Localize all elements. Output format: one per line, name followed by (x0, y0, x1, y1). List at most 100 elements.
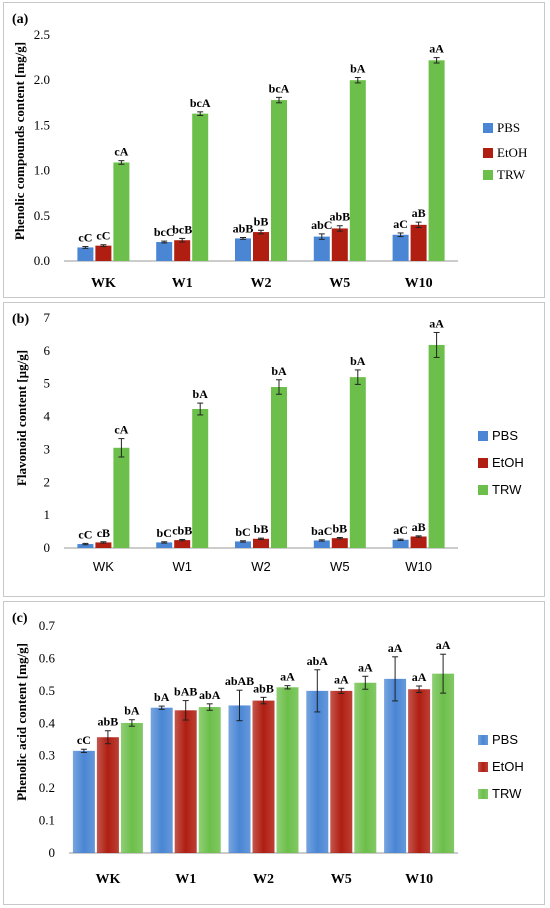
chart-c-bar-trw (120, 722, 143, 853)
chart-a-legend-swatch-pbs (483, 123, 493, 133)
chart-a-legend-swatch-etoh (483, 148, 493, 158)
chart-c-legend-swatch-etoh (478, 762, 488, 772)
chart-c-data-label: cC (77, 733, 91, 747)
chart-c-y-tick-label: 0.3 (39, 748, 55, 763)
chart-b-bar-etoh (410, 536, 427, 548)
chart-c-bar-pbs (306, 690, 329, 853)
chart-b-bar-pbs (392, 539, 409, 548)
chart-b-data-label: bB (254, 522, 269, 536)
chart-b-bar-pbs (156, 542, 173, 548)
chart-b-legend-swatch-pbs (478, 431, 488, 441)
chart-b-category-label: W10 (405, 559, 432, 574)
chart-a-bar-pbs (392, 234, 409, 261)
chart-c-y-tick-label: 0.1 (39, 813, 55, 828)
chart-c-y-tick-label: 0.4 (39, 715, 56, 730)
chart-b-bar-pbs (313, 540, 330, 548)
chart-c-data-label: abB (98, 715, 119, 729)
chart-a-y-tick-label: 1.5 (34, 117, 50, 132)
chart-a-category-label: W10 (405, 276, 433, 291)
chart-b-legend-label-etoh: EtOH (492, 455, 524, 470)
chart-c-bar-pbs (150, 707, 173, 853)
chart-a-y-tick-label: 0.5 (34, 208, 50, 223)
chart-b-data-label: bA (350, 354, 366, 368)
chart-b-data-label: cC (78, 527, 92, 541)
chart-c-bar-trw (276, 687, 299, 853)
chart-c-legend-label-trw: TRW (492, 786, 522, 801)
chart-b-data-label: bC (235, 525, 250, 539)
chart-a-y-tick-label: 2.0 (34, 72, 50, 87)
chart-b-legend-label-pbs: PBS (492, 428, 518, 443)
chart-a-data-label: bcC (154, 225, 175, 239)
chart-b-data-label: cA (114, 423, 128, 437)
chart-b-data-label: cbB (172, 523, 192, 537)
chart-a-data-label: aB (412, 206, 426, 220)
chart-b-legend-swatch-trw (478, 485, 488, 495)
chart-a-category-label: W5 (329, 276, 350, 291)
chart-c-data-label: aA (412, 670, 427, 684)
chart-a-bar-pbs (156, 242, 173, 261)
chart-c-category-label: W5 (331, 872, 352, 887)
chart-b-category-label: W1 (172, 559, 192, 574)
chart-c-data-label: bAB (174, 685, 197, 699)
chart-a-data-label: cA (114, 145, 128, 159)
chart-panel-c: (c) 0 0.1 0.2 0.3 0.4 0.5 0.6 0.7 Phenolic acid c… (3, 601, 545, 905)
chart-c-bar-pbs (72, 750, 95, 853)
chart-c-bar-etoh (330, 690, 353, 853)
chart-b-y-tick-label: 0 (44, 540, 51, 555)
chart-c-legend-swatch-pbs (478, 735, 488, 745)
chart-a-data-label: abB (329, 210, 350, 224)
chart-b-y-axis-label: Flavonoid content [µg/g] (14, 350, 29, 486)
chart-b-category-label: W5 (330, 559, 350, 574)
chart-c-panel-label: (c) (12, 611, 28, 626)
chart-b-data-label: bA (193, 387, 209, 401)
chart-c-legend-swatch-trw (478, 789, 488, 799)
chart-a-panel-label: (a) (12, 12, 29, 27)
chart-panel-b: (b) 0 1 2 3 4 5 6 7 Flavonoid content [µg/g] cC cB c… (3, 302, 545, 597)
chart-c-data-label: aA (358, 660, 373, 674)
chart-b-legend-swatch-etoh (478, 458, 488, 468)
chart-b-category-label: W2 (251, 559, 271, 574)
chart-c-data-label: abA (307, 654, 329, 668)
chart-b-data-label: bC (157, 526, 172, 540)
chart-a-data-label: bA (350, 61, 366, 75)
chart-b-y-tick-label: 7 (44, 310, 51, 325)
chart-c-bar-pbs (228, 705, 251, 853)
chart-a-legend-label-pbs: PBS (497, 120, 520, 135)
chart-a-data-label: bB (254, 214, 269, 228)
chart-a-bar-pbs (313, 236, 330, 261)
chart-a-bar-trw (349, 80, 366, 261)
chart-a-bar-pbs (77, 247, 94, 261)
chart-b-data-label: bA (271, 364, 287, 378)
chart-b-y-tick-label: 1 (44, 507, 51, 522)
chart-b-data-label: aC (393, 523, 408, 537)
chart-b-legend-label-trw: TRW (492, 482, 522, 497)
chart-b-category-label: WK (93, 559, 114, 574)
chart-a-y-tick-label: 1.0 (34, 163, 50, 178)
chart-b-bar-trw (113, 447, 130, 548)
chart-b-bar-etoh (253, 538, 269, 548)
chart-a-data-label: aA (429, 42, 444, 56)
chart-a-category-label: WK (91, 276, 116, 291)
chart-c-bar-etoh (96, 737, 119, 853)
chart-c-y-tick-label: 0.2 (39, 780, 55, 795)
chart-b-bar-trw (349, 377, 366, 548)
chart-b-panel-label: (b) (12, 312, 29, 327)
chart-c-bar-trw (198, 707, 221, 853)
chart-b-y-tick-label: 5 (44, 376, 51, 391)
chart-c-data-label: aA (388, 641, 403, 655)
chart-a-legend-label-etoh: EtOH (497, 145, 527, 160)
chart-c-bar-etoh (174, 710, 197, 853)
chart-a-data-label: cC (96, 229, 110, 243)
chart-c-legend-label-pbs: PBS (492, 732, 518, 747)
chart-c-y-axis-label: Phenolic acid content [mg/g] (14, 643, 29, 801)
chart-a-bar-etoh (174, 240, 191, 261)
chart-b-y-tick-label: 6 (44, 343, 51, 358)
chart-a-bar-etoh (95, 245, 112, 261)
chart-b-y-tick-label: 3 (44, 441, 51, 456)
chart-c-bar-trw (354, 682, 377, 853)
chart-c-bar-pbs (384, 678, 407, 853)
chart-a-y-axis-label: Phenolic compounds content [mg/g] (12, 42, 27, 240)
chart-a-bar-trw (428, 60, 445, 262)
chart-b-y-tick-label: 4 (44, 409, 51, 424)
chart-b-bar-etoh (95, 542, 112, 548)
